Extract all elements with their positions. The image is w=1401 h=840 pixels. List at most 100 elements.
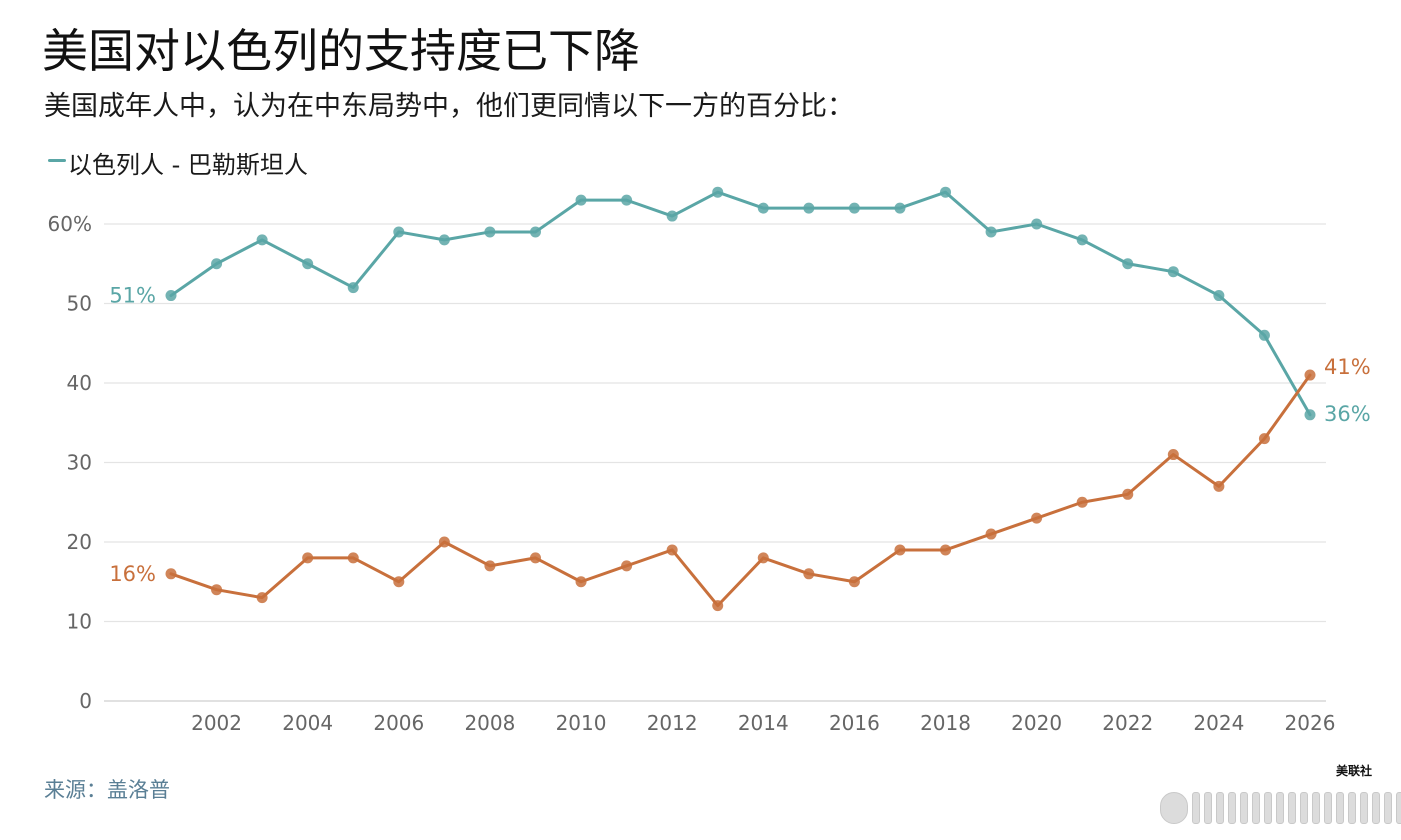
data-point-israeli [1258, 329, 1270, 341]
data-point-israeli [666, 210, 678, 222]
legend: 以色列人 - 巴勒斯坦人 [48, 144, 308, 180]
progress-dot [1288, 792, 1296, 824]
x-tick-label: 2024 [1193, 711, 1244, 735]
data-point-israeli [256, 234, 268, 246]
x-tick-label: 2026 [1285, 711, 1336, 735]
data-point-israeli [1167, 266, 1179, 278]
progress-dot [1312, 792, 1320, 824]
progress-dot [1240, 792, 1248, 824]
data-point-palestinian [1076, 496, 1088, 508]
data-point-israeli [438, 234, 450, 246]
x-tick-label: 2022 [1102, 711, 1153, 735]
y-tick-label: 50 [67, 292, 92, 316]
start-label-palestinian: 16% [109, 562, 156, 586]
data-point-israeli [1213, 290, 1225, 302]
series-line-palestinian [169, 373, 1312, 608]
chart-subtitle: 美国成年人中，认为在中东局势中，他们更同情以下一方的百分比： [44, 91, 854, 122]
data-point-palestinian [529, 552, 541, 564]
series-line-israeli [169, 190, 1312, 417]
data-point-israeli [484, 226, 496, 238]
x-tick-label: 2002 [191, 711, 242, 735]
data-point-israeli [894, 202, 906, 214]
x-tick-label: 2016 [829, 711, 880, 735]
x-tick-label: 2010 [556, 711, 607, 735]
data-point-israeli [529, 226, 541, 238]
progress-dot [1300, 792, 1308, 824]
data-point-israeli [393, 226, 405, 238]
data-point-palestinian [848, 576, 860, 588]
data-point-palestinian [1122, 488, 1134, 500]
data-point-palestinian [621, 560, 633, 572]
end-label-israeli: 36% [1324, 402, 1371, 426]
data-point-palestinian [302, 552, 314, 564]
image-progress-indicator [1160, 792, 1401, 824]
x-tick-label: 2014 [738, 711, 789, 735]
data-point-palestinian [1031, 512, 1043, 524]
progress-dot [1336, 792, 1344, 824]
data-point-palestinian [256, 592, 268, 604]
data-point-israeli [621, 194, 633, 206]
y-tick-label: 30 [67, 451, 92, 475]
progress-dot [1348, 792, 1356, 824]
data-point-palestinian [575, 576, 587, 588]
data-point-israeli [757, 202, 769, 214]
data-point-palestinian [712, 600, 724, 612]
data-point-palestinian [484, 560, 496, 572]
data-point-palestinian [1304, 369, 1316, 381]
x-tick-label: 2004 [282, 711, 333, 735]
x-tick-label: 2018 [920, 711, 971, 735]
data-point-israeli [302, 258, 314, 270]
data-point-palestinian [757, 552, 769, 564]
data-point-palestinian [985, 528, 997, 540]
y-tick-label: 40 [67, 371, 92, 395]
data-point-israeli [985, 226, 997, 238]
progress-dot [1372, 792, 1380, 824]
progress-dot [1384, 792, 1392, 824]
data-point-palestinian [940, 544, 952, 556]
chart-title: 美国对以色列的支持度已下降 [42, 24, 640, 78]
data-point-palestinian [1213, 480, 1225, 492]
data-point-israeli [211, 258, 223, 270]
progress-dot [1160, 792, 1188, 824]
y-tick-label: 20 [67, 530, 92, 554]
data-point-israeli [940, 186, 952, 198]
x-tick-label: 2012 [647, 711, 698, 735]
end-label-palestinian: 41% [1324, 355, 1371, 379]
progress-dot [1204, 792, 1212, 824]
progress-dot [1216, 792, 1224, 824]
data-point-palestinian [393, 576, 405, 588]
source-note: 来源：盖洛普 [44, 778, 170, 802]
data-point-israeli [575, 194, 587, 206]
data-point-palestinian [894, 544, 906, 556]
x-tick-label: 2020 [1011, 711, 1062, 735]
data-point-israeli [1076, 234, 1088, 246]
data-point-israeli [165, 290, 177, 302]
progress-dot [1192, 792, 1200, 824]
watermark: 美联社 [1336, 764, 1373, 778]
data-point-israeli [1122, 258, 1134, 270]
data-point-palestinian [803, 568, 815, 580]
x-tick-label: 2006 [373, 711, 424, 735]
x-tick-label: 2008 [464, 711, 515, 735]
data-point-israeli [803, 202, 815, 214]
data-point-palestinian [1258, 433, 1270, 445]
data-point-israeli [1031, 218, 1043, 230]
start-label-israeli: 51% [109, 284, 156, 308]
y-tick-label: 60% [48, 212, 92, 236]
data-point-palestinian [666, 544, 678, 556]
legend-swatch-israeli [48, 158, 66, 162]
data-point-palestinian [438, 536, 450, 548]
data-point-israeli [1304, 409, 1316, 421]
progress-dot [1396, 792, 1401, 824]
data-point-israeli [848, 202, 860, 214]
progress-dot [1252, 792, 1260, 824]
y-tick-label: 0 [79, 689, 92, 713]
progress-dot [1360, 792, 1368, 824]
data-point-palestinian [347, 552, 359, 564]
progress-dot [1228, 792, 1236, 824]
data-point-palestinian [1167, 449, 1179, 461]
data-point-palestinian [165, 568, 177, 580]
data-point-palestinian [211, 584, 223, 596]
y-tick-label: 10 [67, 610, 92, 634]
